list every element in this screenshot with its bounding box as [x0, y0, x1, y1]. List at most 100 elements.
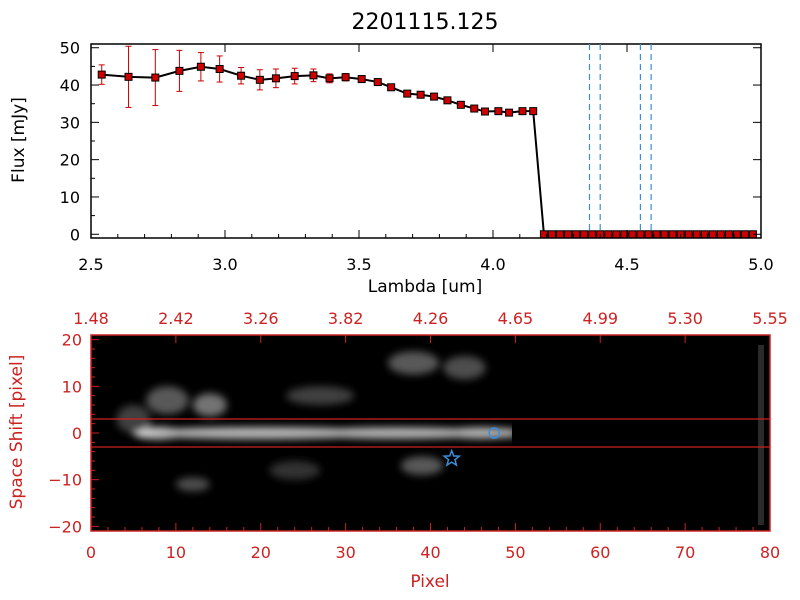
image-y-tick-label-4: 20 — [62, 331, 82, 350]
data-point-s0-6 — [237, 71, 246, 80]
emission-blob-5 — [192, 393, 227, 417]
data-point-s0-3 — [175, 66, 184, 75]
emission-blob-4 — [146, 386, 189, 415]
image-x-ticks: 0 10 20 30 40 50 60 70 80 — [86, 523, 780, 562]
image-y-label: Space Shift [pixel] — [7, 355, 27, 510]
y-tick-label-3: 30 — [60, 113, 80, 132]
image-x-tick-label-5: 50 — [505, 543, 525, 562]
edge-column — [758, 345, 764, 525]
x-tick-label-5: 5.0 — [748, 255, 773, 274]
data-point-s0-21 — [470, 104, 479, 113]
data-point-s0-0 — [97, 70, 106, 79]
x-tick-label-4: 4.5 — [614, 255, 639, 274]
data-point-s1-11 — [628, 230, 637, 239]
top-axis-label-5: 4.65 — [498, 309, 534, 328]
top-axis-label-8: 5.55 — [752, 309, 788, 328]
x-axis-ticks: 2.5 3.0 3.5 4.0 4.5 5.0 — [78, 44, 774, 274]
data-point-s0-9 — [290, 72, 299, 81]
data-point-s1-14 — [652, 230, 661, 239]
image-plot: 0 10 20 30 40 50 60 70 80 −20 −10 0 10 20 1.48 2.42 3.… — [7, 309, 788, 592]
image-x-tick-label-3: 30 — [335, 543, 355, 562]
emission-blob-8 — [443, 356, 486, 380]
star-marker — [442, 448, 462, 467]
emission-blob-6 — [286, 386, 355, 405]
source-markers — [442, 427, 500, 467]
data-point-s1-6 — [588, 230, 597, 239]
image-x-tick-label-0: 0 — [86, 543, 96, 562]
y-axis-ticks: 0 10 20 30 40 50 — [60, 39, 761, 244]
data-point-s0-17 — [416, 90, 425, 99]
top-axis-label-2: 3.26 — [243, 309, 279, 328]
data-point-s0-10 — [309, 71, 318, 80]
emission-blob-11 — [269, 461, 321, 480]
data-point-s1-22 — [716, 230, 725, 239]
data-point-s1-19 — [692, 230, 701, 239]
image-y-tick-label-2: 0 — [72, 424, 82, 443]
dashed-lines-group — [588, 44, 652, 238]
spectrum-x-label: Lambda [um] — [368, 277, 482, 297]
image-y-ticks: −20 −10 0 10 20 — [48, 331, 99, 536]
top-axis-label-4: 4.26 — [413, 309, 449, 328]
data-point-s0-12 — [341, 73, 350, 82]
circle-marker — [488, 427, 500, 439]
data-point-s1-13 — [644, 230, 653, 239]
slit-lines — [91, 418, 770, 448]
image-y-tick-label-3: 10 — [62, 377, 82, 396]
x-tick-label-0: 2.5 — [78, 255, 103, 274]
image-x-tick-label-6: 60 — [590, 543, 610, 562]
data-point-s1-9 — [612, 230, 621, 239]
data-point-s0-11 — [325, 74, 334, 83]
x-tick-label-2: 3.5 — [346, 255, 371, 274]
data-point-s1-23 — [724, 230, 733, 239]
data-point-s0-1 — [124, 72, 133, 81]
trace-streak — [167, 428, 516, 438]
top-axis-label-6: 4.99 — [582, 309, 618, 328]
y-tick-label-4: 40 — [60, 76, 80, 95]
emission-blob-9 — [400, 456, 444, 475]
data-point-s0-7 — [255, 75, 264, 84]
data-point-s1-16 — [668, 230, 677, 239]
data-point-s0-16 — [403, 89, 412, 98]
y-tick-label-2: 20 — [60, 151, 80, 170]
data-point-s0-18 — [430, 92, 439, 101]
data-point-s0-4 — [196, 62, 205, 71]
emission-blob-7 — [388, 351, 439, 375]
data-point-s0-15 — [387, 83, 396, 92]
x-tick-label-1: 3.0 — [212, 255, 237, 274]
data-point-s0-20 — [456, 100, 465, 109]
data-point-s1-15 — [660, 230, 669, 239]
image-y-tick-label-0: −20 — [48, 517, 82, 536]
spectrum-y-label: Flux [mJy] — [9, 97, 29, 183]
emission-blob-10 — [175, 477, 210, 492]
wavelength-top-axis: 1.48 2.42 3.26 3.82 4.26 4.65 4.99 5.30 5.55 — [73, 309, 788, 343]
emission-blobs — [116, 351, 516, 492]
top-axis-label-7: 5.30 — [667, 309, 703, 328]
image-y-tick-label-1: −10 — [48, 471, 82, 490]
data-point-s1-21 — [708, 230, 717, 239]
data-point-s1-8 — [604, 230, 613, 239]
data-point-s0-19 — [443, 96, 452, 105]
y-tick-label-5: 50 — [60, 39, 80, 58]
x-tick-label-3: 4.0 — [480, 255, 505, 274]
data-point-s1-24 — [732, 230, 741, 239]
data-point-s0-22 — [480, 107, 489, 116]
data-point-s0-24 — [505, 108, 514, 117]
data-point-s0-14 — [373, 78, 382, 87]
data-point-s0-2 — [151, 73, 160, 82]
y-tick-label-0: 0 — [70, 225, 80, 244]
data-point-s0-13 — [357, 75, 366, 84]
data-point-s1-12 — [636, 230, 645, 239]
data-point-s1-18 — [684, 230, 693, 239]
top-axis-label-1: 2.42 — [158, 309, 194, 328]
data-point-s1-5 — [580, 230, 589, 239]
spectrum-plot: 2201115.125 2.5 3.0 3.5 4.0 4.5 5.0 0 10 20 30 40… — [9, 10, 774, 297]
markers-group — [97, 62, 757, 239]
image-x-tick-label-4: 40 — [420, 543, 440, 562]
data-point-s0-23 — [494, 107, 503, 116]
data-point-s1-0 — [539, 230, 548, 239]
image-x-tick-label-8: 80 — [760, 543, 780, 562]
y-tick-label-1: 10 — [60, 188, 80, 207]
data-point-s1-2 — [556, 230, 564, 239]
data-point-s0-8 — [271, 74, 280, 83]
data-point-s1-3 — [564, 230, 573, 239]
